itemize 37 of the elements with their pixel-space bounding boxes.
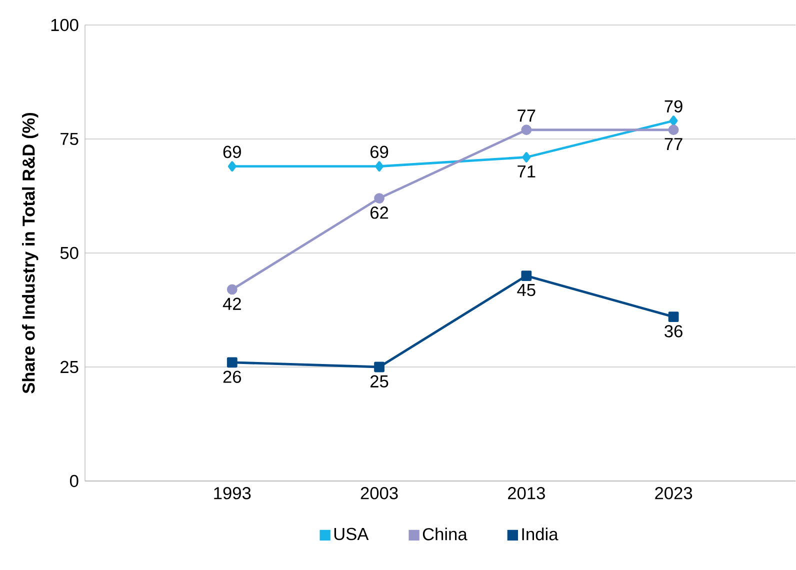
data-label: 79 <box>664 100 682 112</box>
data-label: 71 <box>518 166 536 178</box>
x-tick-label: 2023 <box>655 487 692 500</box>
legend-label: USA <box>334 528 369 540</box>
data-label: 42 <box>222 298 241 310</box>
y-axis-title: Share of Industry in Total R&D (%) <box>22 112 38 394</box>
point <box>668 312 679 322</box>
data-label: 77 <box>664 138 682 150</box>
data-label: 62 <box>370 206 388 219</box>
point <box>669 116 678 126</box>
data-label: 25 <box>370 375 388 388</box>
data-label: 69 <box>223 146 241 158</box>
data-label: 26 <box>223 370 242 383</box>
y-tick-label: 50 <box>60 246 78 260</box>
x-tick-label: 1993 <box>214 487 251 500</box>
point <box>226 284 238 295</box>
y-tick-label: 75 <box>60 132 78 146</box>
legend-label: India <box>522 528 558 540</box>
point <box>522 152 531 162</box>
point <box>374 362 384 372</box>
point <box>226 357 238 368</box>
point <box>374 193 384 204</box>
data-label: 45 <box>517 284 536 296</box>
y-tick-label: 100 <box>51 18 78 32</box>
legend-label: China <box>422 528 468 540</box>
data-label: 36 <box>664 325 682 338</box>
data-label: 77 <box>518 110 536 122</box>
y-tick-label: 25 <box>60 360 78 374</box>
point <box>228 161 236 172</box>
data-label: 69 <box>370 146 388 158</box>
point <box>668 124 679 136</box>
point <box>375 161 384 172</box>
x-tick-label: 2013 <box>508 487 545 500</box>
x-tick-label: 2003 <box>360 487 398 500</box>
y-tick-label: 0 <box>70 474 78 488</box>
point <box>521 270 532 281</box>
point <box>521 124 532 136</box>
